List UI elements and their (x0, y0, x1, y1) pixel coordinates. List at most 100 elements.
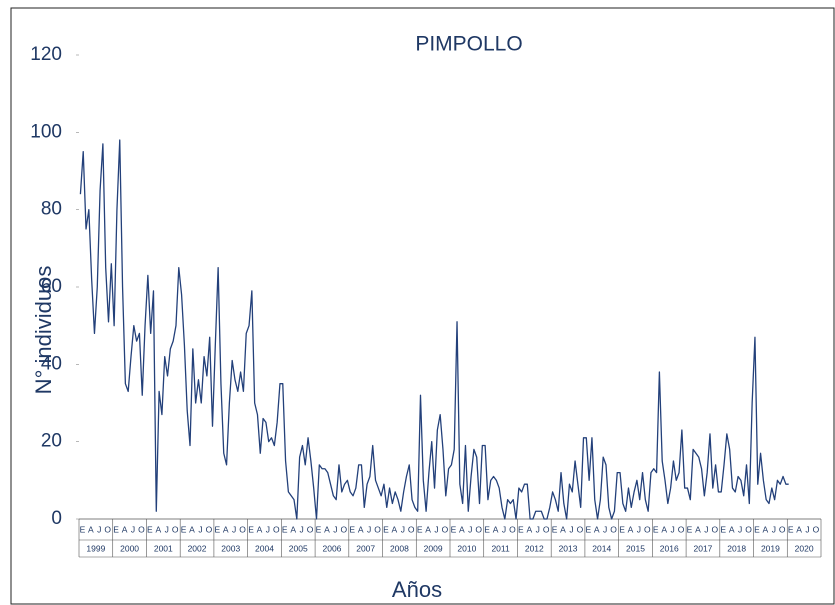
year-label: 2015 (626, 543, 645, 553)
x-tick-label: A (223, 524, 229, 534)
year-label: 2016 (660, 543, 679, 553)
x-tick-label: J (401, 524, 405, 534)
x-tick-label: A (155, 524, 161, 534)
x-tick-label: J (772, 524, 776, 534)
x-tick-label: J (704, 524, 708, 534)
x-tick-label: A (560, 524, 566, 534)
x-tick-label: O (340, 524, 347, 534)
x-tick-label: J (738, 524, 742, 534)
x-tick-label: O (678, 524, 685, 534)
x-tick-label: A (594, 524, 600, 534)
x-tick-label: O (172, 524, 179, 534)
x-tick-label: A (122, 524, 128, 534)
x-tick-label: A (189, 524, 195, 534)
y-tick-label: 20 (41, 431, 62, 452)
x-tick-label: O (543, 524, 550, 534)
x-tick-label: O (711, 524, 718, 534)
y-tick-label: 120 (30, 44, 62, 65)
x-tick-label: J (502, 524, 506, 534)
x-tick-label: E (349, 524, 355, 534)
x-tick-label: J (165, 524, 169, 534)
x-tick-label: J (367, 524, 371, 534)
x-tick-label: O (644, 524, 651, 534)
x-tick-label: J (333, 524, 337, 534)
x-tick-label: O (138, 524, 145, 534)
x-tick-label: E (417, 524, 423, 534)
year-label: 2005 (289, 543, 308, 553)
x-tick-label: O (239, 524, 246, 534)
x-tick-label: A (324, 524, 330, 534)
x-tick-label: O (104, 524, 111, 534)
year-label: 2012 (525, 543, 544, 553)
chart-frame (10, 7, 835, 605)
year-label: 2004 (255, 543, 274, 553)
x-tick-label: J (805, 524, 809, 534)
x-tick-label: E (653, 524, 659, 534)
x-tick-label: E (552, 524, 558, 534)
x-tick-label: E (80, 524, 86, 534)
y-tick-label: 100 (30, 121, 62, 142)
y-tick-label: 0 (51, 508, 62, 529)
y-tick-label: 60 (41, 276, 62, 297)
x-tick-label: A (392, 524, 398, 534)
year-label: 2020 (795, 543, 814, 553)
x-tick-label: O (307, 524, 314, 534)
year-label: 2010 (457, 543, 476, 553)
x-tick-label: A (290, 524, 296, 534)
year-label: 2001 (154, 543, 173, 553)
x-tick-label: E (383, 524, 389, 534)
x-tick-label: J (569, 524, 573, 534)
x-tick-label: A (358, 524, 364, 534)
x-tick-label: J (536, 524, 540, 534)
y-axis-label: N° individuos (31, 266, 56, 395)
x-tick-label: J (232, 524, 236, 534)
x-tick-label: O (206, 524, 213, 534)
x-tick-label: A (425, 524, 431, 534)
x-tick-label: E (585, 524, 591, 534)
x-tick-label: O (475, 524, 482, 534)
x-tick-label: E (720, 524, 726, 534)
x-tick-label: E (214, 524, 220, 534)
x-tick-label: O (374, 524, 381, 534)
year-label: 2019 (761, 543, 780, 553)
year-label: 2018 (727, 543, 746, 553)
year-label: 2009 (424, 543, 443, 553)
x-tick-label: E (788, 524, 794, 534)
chart-title: PIMPOLLO (415, 33, 522, 56)
year-label: 2014 (592, 543, 611, 553)
x-tick-label: A (526, 524, 532, 534)
x-tick-label: A (796, 524, 802, 534)
x-tick-label: A (257, 524, 263, 534)
x-tick-label: O (610, 524, 617, 534)
x-tick-label: J (131, 524, 135, 534)
x-tick-label: E (518, 524, 524, 534)
x-tick-label: J (97, 524, 101, 534)
x-tick-label: E (181, 524, 187, 534)
x-tick-label: A (763, 524, 769, 534)
x-tick-label: E (316, 524, 322, 534)
x-tick-label: O (577, 524, 584, 534)
x-tick-label: J (434, 524, 438, 534)
year-label: 2006 (322, 543, 341, 553)
x-tick-label: A (459, 524, 465, 534)
x-axis-label: Años (392, 577, 442, 602)
data-line (79, 139, 789, 520)
year-label: 2000 (120, 543, 139, 553)
x-tick-label: J (468, 524, 472, 534)
x-tick-label: E (619, 524, 625, 534)
year-label: 2013 (559, 543, 578, 553)
x-tick-label: O (442, 524, 449, 534)
x-tick-label: E (147, 524, 153, 534)
x-tick-label: J (637, 524, 641, 534)
x-tick-label: O (813, 524, 820, 534)
x-tick-label: J (300, 524, 304, 534)
x-tick-label: J (198, 524, 202, 534)
x-tick-label: E (754, 524, 760, 534)
year-label: 2007 (356, 543, 375, 553)
x-tick-label: E (113, 524, 119, 534)
x-tick-label: A (661, 524, 667, 534)
year-label: 2011 (491, 543, 510, 553)
y-tick-label: 40 (41, 353, 62, 374)
y-tick-label: 80 (41, 199, 62, 220)
